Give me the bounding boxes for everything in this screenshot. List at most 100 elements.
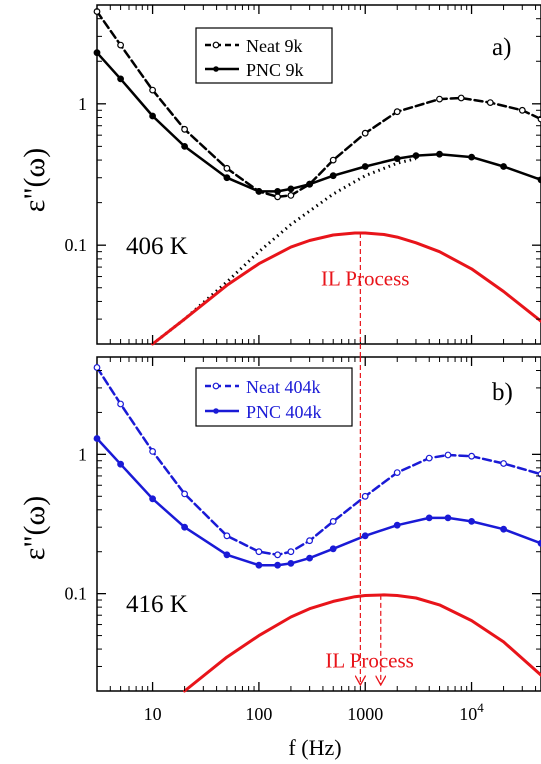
panel-b-ylabel: ε"(ω) — [18, 496, 51, 561]
panel-a-pnc-9k-1-point — [287, 185, 295, 193]
legend-marker-neat-9k — [212, 41, 220, 49]
panel-a-pnc-9k-1-point — [436, 150, 443, 158]
panel-a-annotations: IL Process — [321, 232, 409, 344]
legend-label-neat-9k: Neat 9k — [246, 36, 302, 56]
panel-a-temperature: 406 K — [126, 233, 188, 260]
panel-b-pnc-404k-1-point — [537, 539, 541, 547]
panel-a-neat-9k-0-point — [457, 94, 465, 102]
panel-b: 0.11 IL Process Neat 404k PNC 404k b) 41… — [18, 356, 541, 693]
panel-b-neat-404k-0-point — [149, 448, 157, 455]
panel-b-il-process-2-line — [183, 593, 541, 693]
legend-label-pnc-9k: PNC 9k — [246, 60, 304, 80]
panel-a-neat-9k-0-point — [436, 95, 443, 103]
panel-a-pnc-9k-1-point — [468, 153, 476, 161]
panel-b-ticks: 0.11 — [65, 356, 541, 692]
panel-a-pnc-9k-1-point — [393, 155, 401, 163]
x-tick-label: 10 — [144, 704, 162, 724]
panel-a-neat-9k-0-point — [149, 86, 157, 94]
legend-marker-neat-404k — [212, 382, 220, 390]
x-tick-label: 100 — [245, 704, 272, 724]
panel-b-pnc-404k-1-point — [274, 561, 282, 569]
panel-a-il-process-label: IL Process — [321, 267, 409, 291]
panel-a-pnc-9k-1-point — [255, 187, 263, 195]
panel-b-plot-frame — [96, 356, 541, 692]
panel-b-pnc-404k-1-point — [117, 460, 124, 468]
panel-b-y-tick-label: 0.1 — [65, 584, 88, 604]
panel-b-neat-404k-0-point — [306, 537, 314, 545]
panel-b-neat-404k-0-point — [93, 364, 101, 371]
legend-marker-pnc-9k — [213, 66, 219, 72]
panel-a-y-tick-label: 1 — [78, 94, 87, 114]
panel-a-pnc-9k-1-point — [149, 112, 157, 120]
panel-b-pnc-404k-1-point — [393, 521, 401, 529]
panel-a-pnc-9k-1-point — [274, 187, 282, 195]
panel-b-neat-404k-0-point — [425, 454, 433, 462]
panel-b-neat-404k-0-point — [181, 490, 189, 498]
panel-a-pnc-9k-1-point — [306, 180, 314, 188]
panel-b-pnc-404k-1-point — [425, 514, 433, 522]
panel-a-neat-9k-0-point — [518, 106, 526, 114]
panel-b-pnc-404k-1-point — [181, 523, 189, 531]
panel-b-neat-404k-0-point — [117, 400, 124, 408]
panel-a-pnc-9k-1-point — [412, 152, 420, 160]
panel-a-model-curve-2-line — [151, 157, 417, 346]
panel-b-neat-404k-0-point — [500, 460, 508, 467]
x-axis-label: f (Hz) — [288, 735, 341, 760]
panel-a-neat-9k-0-point — [287, 191, 295, 199]
panel-a-label: a) — [492, 34, 511, 61]
panel-b-neat-404k-0-point — [274, 551, 282, 559]
panel-b-pnc-404k-1-point — [329, 545, 337, 553]
panel-b-pnc-404k-1-point — [93, 435, 101, 442]
panel-b-neat-404k-0-point — [223, 532, 231, 540]
panel-b-label: b) — [492, 379, 513, 406]
panel-b-legend-box — [195, 367, 353, 427]
panel-a-pnc-9k-1-point — [500, 163, 508, 170]
panel-a-neat-9k-0-point — [329, 156, 337, 164]
panel-b-pnc-404k-1-point — [287, 560, 295, 567]
panel-b-neat-404k-0-point — [255, 548, 263, 556]
panel-a: 0.11 IL Process Neat 9k PNC 9k a) 406 K … — [18, 4, 541, 346]
panel-a-neat-9k-0-point — [393, 108, 401, 116]
panel-b-il-process-label: IL Process — [325, 649, 413, 673]
panel-a-pnc-9k-1-point — [117, 75, 124, 83]
panel-a-neat-9k-0-point — [223, 164, 231, 172]
panel-a-ticks: 0.11 — [65, 4, 541, 345]
panel-b-series — [93, 364, 541, 693]
legend-marker-pnc-404k — [213, 408, 219, 414]
panel-b-pnc-404k-1-point — [500, 525, 508, 533]
panel-b-y-tick-label: 1 — [78, 444, 87, 464]
legend-label-neat-404k: Neat 404k — [246, 377, 320, 397]
panel-b-pnc-404k-1-point — [149, 495, 157, 503]
panel-a-neat-9k-0-point — [117, 41, 124, 49]
panel-a-legend: Neat 9k PNC 9k — [195, 27, 333, 84]
panel-b-pnc-404k-1-point — [223, 551, 231, 559]
panel-b-neat-404k-0-point — [287, 548, 295, 556]
panel-a-pnc-9k-1-point — [223, 174, 231, 182]
panel-b-neat-404k-0-point — [468, 452, 476, 460]
panel-a-pnc-9k-1-point — [181, 142, 189, 150]
x-axis: 10 100 1000 104 — [144, 700, 485, 724]
panel-b-neat-404k-0-point — [329, 518, 337, 525]
x-tick-label: 104 — [459, 700, 484, 724]
panel-a-neat-9k-0-point — [181, 125, 189, 133]
panel-b-pnc-404k-1-point — [361, 532, 369, 540]
panel-b-temperature: 416 K — [126, 591, 188, 618]
panel-b-pnc-404k-1-point — [306, 554, 314, 562]
panel-a-legend-box — [195, 27, 333, 84]
panel-b-annotations: IL Process — [325, 357, 414, 685]
panel-a-plot-frame — [96, 4, 541, 345]
panel-a-neat-9k-0-point — [274, 193, 282, 201]
panel-a-ylabel: ε"(ω) — [18, 148, 51, 213]
panel-b-pnc-404k-1-point — [468, 518, 476, 525]
panel-a-neat-9k-0-line — [95, 10, 541, 199]
panel-a-pnc-9k-1-point — [361, 163, 369, 170]
panel-b-neat-404k-0-point — [361, 492, 369, 500]
panel-a-neat-9k-0-point — [486, 99, 494, 106]
panel-a-pnc-9k-1-point — [93, 49, 101, 57]
panel-b-neat-404k-0-point — [393, 469, 401, 477]
panel-a-neat-9k-0-point — [361, 129, 369, 137]
panel-b-pnc-404k-1-point — [444, 514, 452, 522]
panel-b-legend: Neat 404k PNC 404k — [195, 367, 353, 427]
panel-b-pnc-404k-1-point — [255, 561, 263, 569]
